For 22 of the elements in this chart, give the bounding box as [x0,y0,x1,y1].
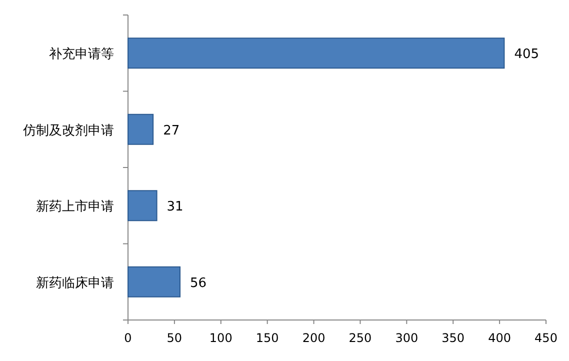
y-tick-label: 新药上市申请 [36,200,114,215]
x-tick-label: 100 [209,331,232,345]
x-tick-label: 250 [348,331,372,345]
data-label: 27 [163,123,180,138]
y-tick-label: 仿制及改剂申请 [22,122,114,138]
y-tick-label: 补充申请等 [49,47,114,62]
y-tick-label: 新药临床申请 [36,276,114,291]
x-tick-label: 150 [256,331,279,345]
x-tick-label: 450 [534,331,558,345]
x-tick-label: 350 [442,331,465,345]
x-tick-label: 400 [488,331,512,345]
data-label: 405 [514,47,540,62]
bar [128,114,154,145]
data-label: 56 [190,276,207,291]
x-tick-label: 50 [166,331,182,345]
bar [128,38,505,69]
x-tick-label: 300 [395,331,418,345]
data-label: 31 [166,200,184,215]
x-tick-label: 200 [302,331,326,345]
bar [128,266,181,298]
bar [128,190,158,222]
x-tick-label: 0 [124,331,132,345]
